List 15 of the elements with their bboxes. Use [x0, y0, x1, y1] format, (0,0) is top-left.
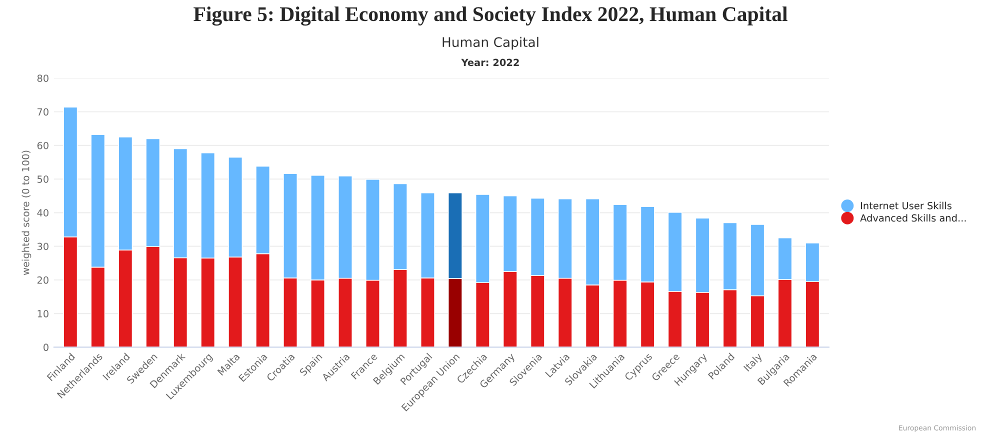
y-tick-label: 20 — [37, 276, 48, 284]
y-tick-label: 70 — [38, 108, 48, 116]
y-tick-label: 60 — [37, 142, 48, 150]
chart-subtitle: Human Capital — [442, 36, 538, 50]
y-tick-label: 30 — [37, 242, 48, 250]
y-tick-label: 10 — [38, 310, 48, 318]
text: Year: 2022 — [461, 58, 519, 66]
y-tick-label: 80 — [37, 74, 48, 82]
y-tick-label: 0 — [44, 344, 48, 352]
legend-label: Internet User Skills — [861, 202, 952, 210]
chart-title: Figure 5: Digital Economy and Society Index 2022, Human Capital — [194, 6, 788, 26]
legend-label: Advanced Skills and... — [860, 214, 966, 222]
y-axis-title: weighted score (0 to 100) — [22, 150, 32, 275]
y-tick-label: 50 — [37, 176, 48, 183]
y-tick-label: 40 — [37, 209, 48, 216]
